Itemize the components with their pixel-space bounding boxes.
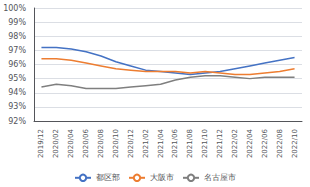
svg-text:2022/06: 2022/06 [261,128,269,158]
svg-text:95%: 95% [8,74,26,83]
svg-text:2021/02: 2021/02 [142,129,150,158]
svg-text:大阪市: 大阪市 [150,173,174,182]
svg-text:98%: 98% [8,32,26,41]
svg-text:2021/12: 2021/12 [216,129,224,158]
svg-text:97%: 97% [8,46,26,55]
svg-text:2020/06: 2020/06 [82,128,90,158]
svg-text:2021/06: 2021/06 [171,128,179,158]
svg-text:2022/04: 2022/04 [246,128,254,158]
svg-text:96%: 96% [8,60,26,69]
svg-text:92%: 92% [8,117,26,126]
svg-text:都区部: 都区部 [96,173,120,182]
svg-text:2021/10: 2021/10 [201,129,209,158]
svg-text:2020/10: 2020/10 [112,129,120,158]
svg-text:100%: 100% [3,4,26,13]
svg-text:2021/08: 2021/08 [186,129,194,158]
svg-text:2020/02: 2020/02 [52,129,60,158]
svg-text:2022/10: 2022/10 [291,129,299,158]
svg-text:2020/08: 2020/08 [97,129,105,158]
svg-text:名古屋市: 名古屋市 [204,173,236,182]
svg-text:2020/12: 2020/12 [127,129,135,158]
svg-text:2022/02: 2022/02 [231,129,239,158]
svg-text:2019/12: 2019/12 [37,129,45,158]
svg-text:99%: 99% [8,18,26,27]
svg-text:94%: 94% [8,88,26,97]
svg-text:2022/08: 2022/08 [276,129,284,158]
svg-text:2020/04: 2020/04 [67,128,75,158]
svg-text:2021/04: 2021/04 [157,128,165,158]
svg-text:93%: 93% [8,102,26,111]
